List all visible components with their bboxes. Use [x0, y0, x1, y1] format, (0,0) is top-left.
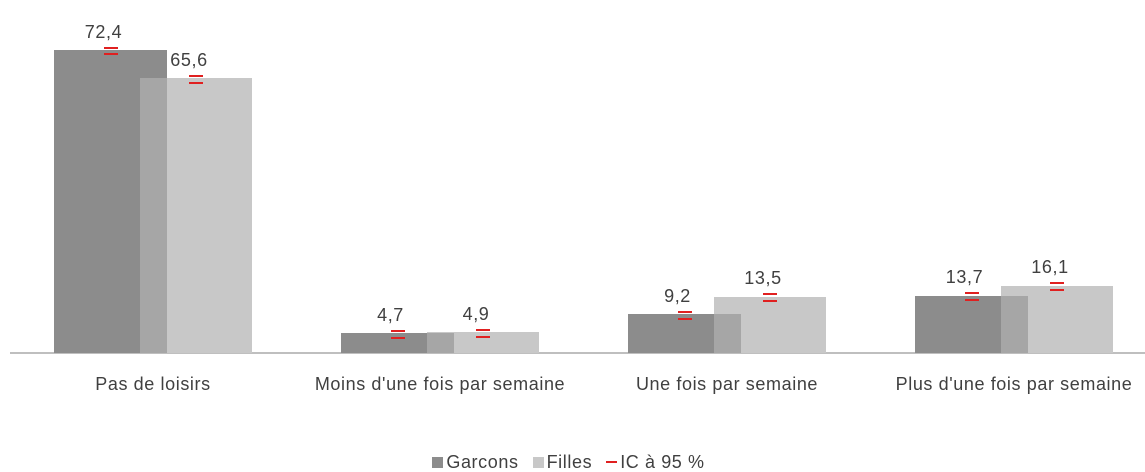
category-label: Moins d'une fois par semaine — [314, 374, 566, 394]
bar — [427, 332, 539, 353]
legend-swatch — [532, 456, 544, 468]
value-label: 13,5 — [744, 268, 782, 289]
error-bar — [763, 293, 777, 302]
error-bar — [964, 292, 979, 301]
value-label: 9,2 — [664, 286, 691, 307]
value-label: 4,9 — [462, 304, 490, 325]
value-label: 4,7 — [377, 304, 404, 325]
bar-overlap — [427, 333, 454, 353]
legend-item: Filles — [532, 452, 593, 472]
legend-swatch — [432, 456, 444, 468]
error-bar — [677, 311, 692, 320]
value-label: 16,1 — [1031, 257, 1069, 278]
bar-overlap — [714, 314, 741, 353]
legend-item: IC à 95 % — [606, 452, 704, 472]
error-bar — [1050, 282, 1064, 291]
error-bar — [476, 329, 490, 338]
category-label: Pas de loisirs — [95, 374, 211, 394]
bar — [341, 333, 454, 353]
error-bar — [103, 46, 118, 56]
legend-swatch — [606, 461, 618, 463]
value-label: 72,4 — [84, 21, 123, 42]
bar-overlap — [1001, 295, 1028, 353]
error-bar — [390, 329, 405, 339]
legend-item: Garcons — [432, 452, 518, 472]
baseline — [10, 352, 1145, 354]
bar-overlap — [140, 78, 167, 353]
value-label: 13,7 — [945, 267, 984, 288]
value-label: 65,6 — [170, 50, 208, 71]
legend: Garcons Filles IC à 95 % — [0, 452, 1145, 472]
legend-label: IC à 95 % — [620, 452, 705, 472]
category-label: Plus d'une fois par semaine — [895, 374, 1133, 394]
legend-label: Garcons — [446, 452, 519, 472]
legend-label: Filles — [546, 452, 593, 472]
category-label: Une fois par semaine — [635, 374, 819, 394]
error-bar — [189, 75, 203, 84]
